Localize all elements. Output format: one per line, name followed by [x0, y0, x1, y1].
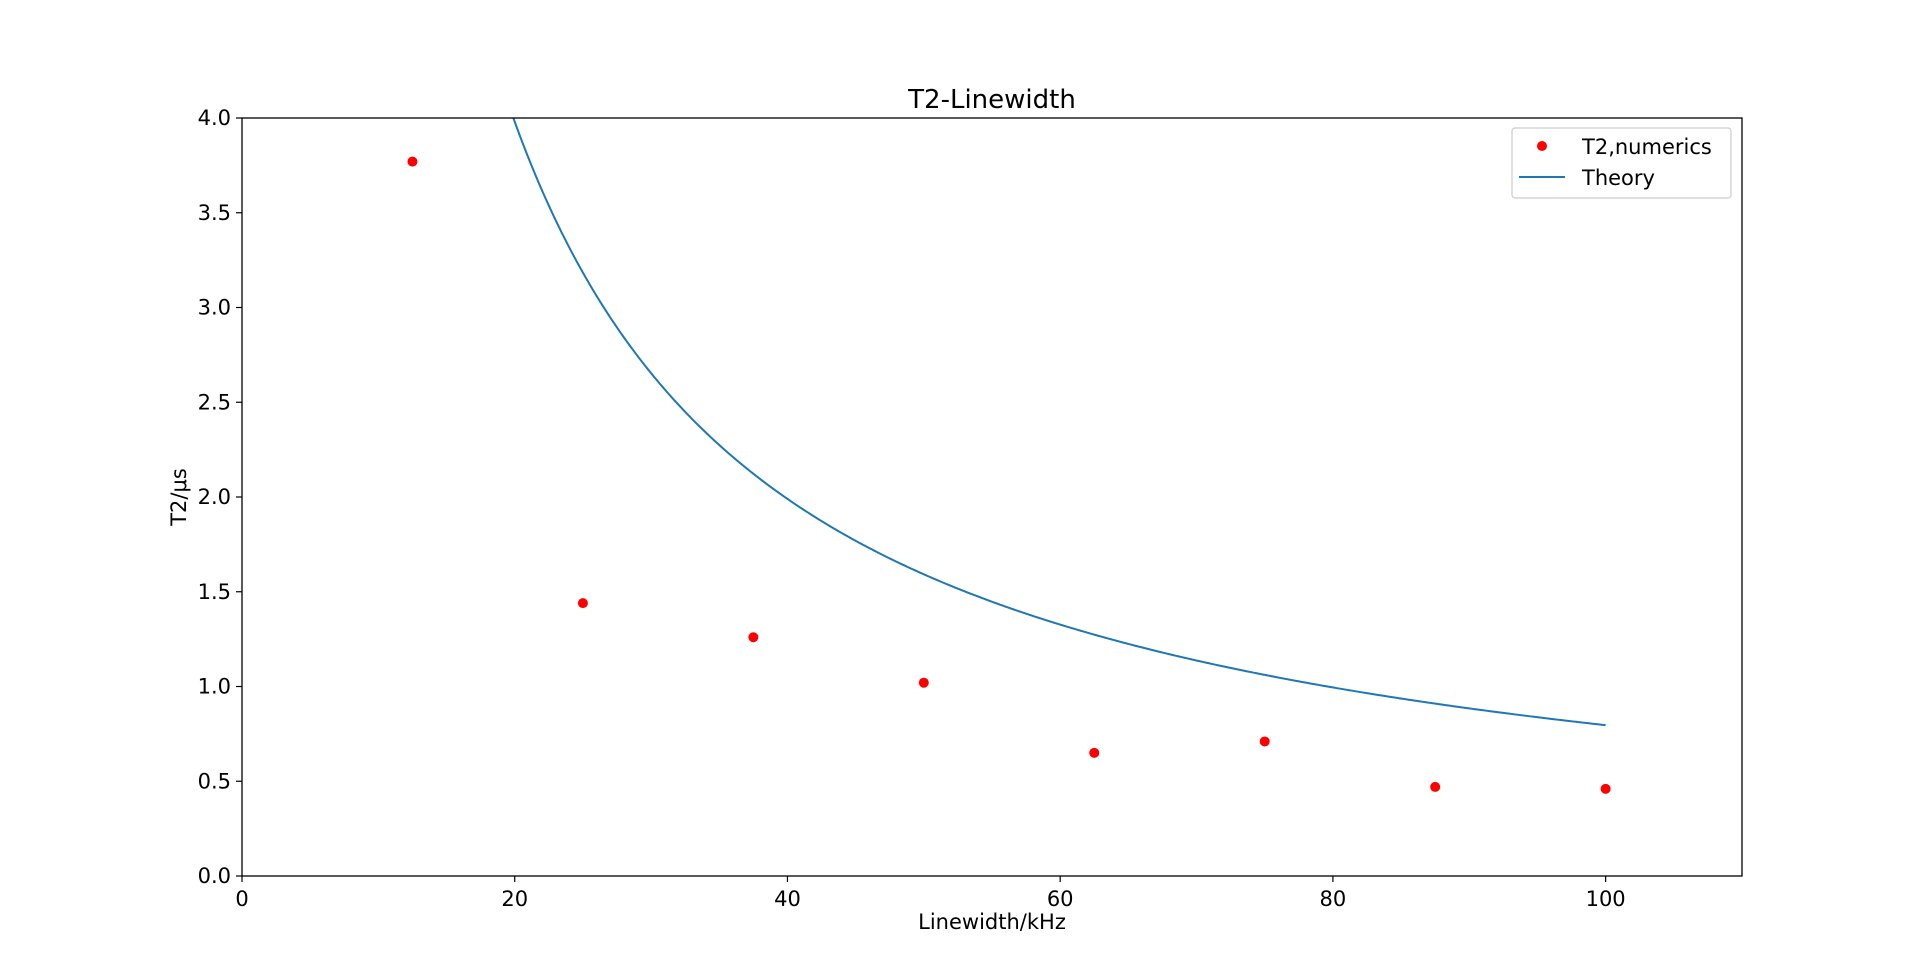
legend-marker-numerics: [1537, 141, 1547, 151]
theory-line: [512, 118, 1606, 727]
y-tick-label: 1.0: [198, 675, 231, 699]
legend-label-theory: Theory: [1581, 166, 1655, 190]
x-axis: 0 20 40 60 80 100: [235, 876, 1626, 911]
x-tick-label: 60: [1047, 887, 1074, 911]
numerics-point: [577, 598, 588, 609]
y-axis-label: T2/μs: [167, 468, 191, 527]
y-tick-label: 3.0: [198, 296, 231, 320]
legend-frame: [1511, 127, 1732, 199]
x-tick-label: 0: [235, 887, 248, 911]
y-tick-label: 0.5: [198, 769, 231, 793]
numerics-point: [1259, 736, 1270, 747]
y-tick-label: 4.0: [198, 106, 231, 130]
y-tick-label: 3.5: [198, 201, 231, 225]
numerics-point: [1430, 781, 1441, 792]
numerics-point: [748, 632, 759, 643]
y-axis: 0.0 0.5 1.0 1.5 2.0 2.5 3.0 3.5 4.0: [198, 106, 242, 888]
numerics-point: [1089, 747, 1100, 758]
numerics-point: [407, 156, 418, 167]
y-tick-label: 2.5: [198, 390, 231, 414]
x-tick-label: 40: [774, 887, 801, 911]
y-tick-label: 0.0: [198, 864, 231, 888]
legend-label-numerics: T2,numerics: [1581, 135, 1712, 159]
plot-marks: [407, 118, 1611, 794]
y-tick-label: 2.0: [198, 485, 231, 509]
numerics-point: [1600, 783, 1611, 794]
x-tick-label: 100: [1586, 887, 1626, 911]
x-tick-label: 80: [1320, 887, 1347, 911]
numerics-point: [918, 677, 929, 688]
x-axis-label: Linewidth/kHz: [918, 910, 1066, 934]
chart-title: T2-Linewidth: [907, 85, 1076, 115]
x-tick-label: 20: [501, 887, 528, 911]
legend: T2,numerics Theory: [1511, 127, 1732, 199]
y-tick-label: 1.5: [198, 580, 231, 604]
